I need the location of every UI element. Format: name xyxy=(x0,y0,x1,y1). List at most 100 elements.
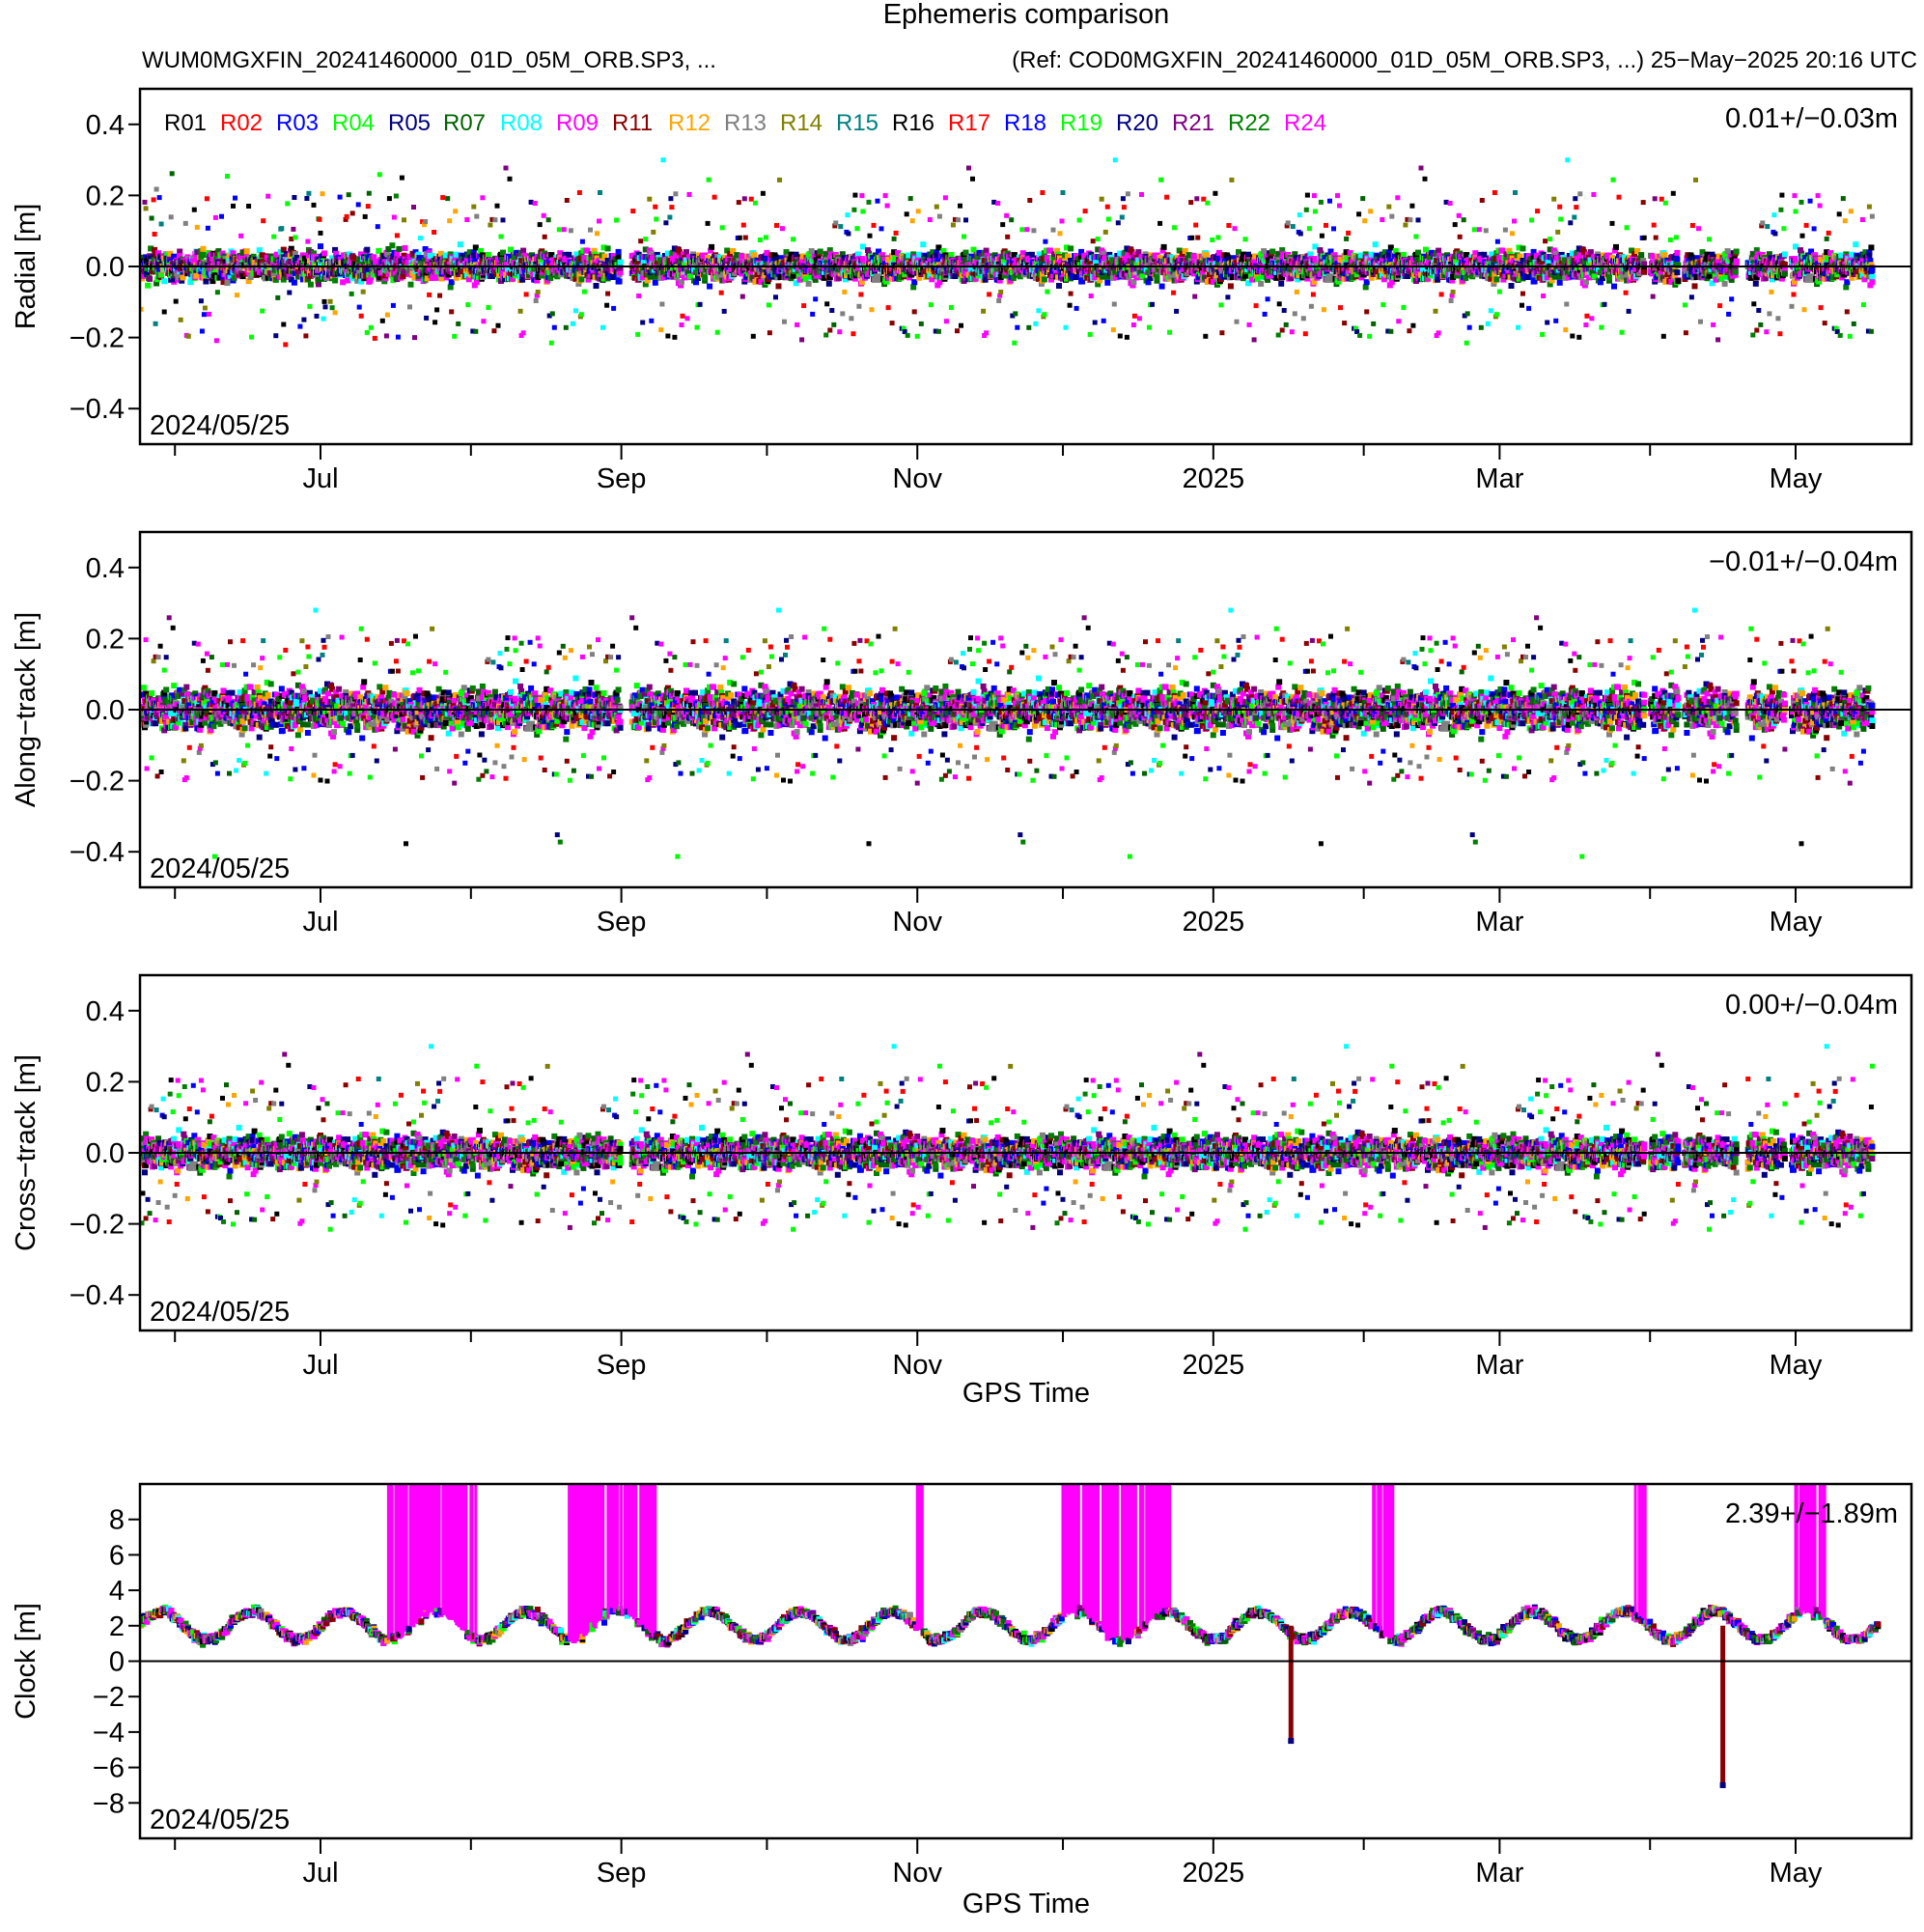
data-point xyxy=(1026,324,1032,330)
data-point xyxy=(1097,277,1103,284)
data-point xyxy=(547,275,554,281)
data-point xyxy=(1082,209,1088,214)
data-point xyxy=(393,260,400,266)
data-point xyxy=(457,241,463,248)
data-point xyxy=(859,270,866,277)
data-point xyxy=(376,247,382,254)
data-point xyxy=(225,174,230,179)
data-point xyxy=(343,216,349,222)
data-point xyxy=(1012,262,1018,268)
data-point xyxy=(805,280,812,287)
data-point xyxy=(235,293,239,298)
data-point xyxy=(1251,337,1257,343)
data-point xyxy=(958,203,962,209)
data-point xyxy=(432,320,438,325)
data-point xyxy=(1017,273,1023,280)
data-point xyxy=(676,249,683,256)
data-point xyxy=(1019,227,1025,233)
data-point xyxy=(617,259,624,266)
data-point xyxy=(526,272,533,279)
data-point xyxy=(563,255,570,262)
data-point xyxy=(173,298,179,304)
data-point xyxy=(423,219,429,224)
data-point xyxy=(902,271,908,278)
data-point xyxy=(289,237,294,241)
data-point xyxy=(705,255,711,261)
data-point xyxy=(757,238,763,242)
data-point xyxy=(389,242,396,249)
data-point xyxy=(193,272,200,279)
data-point xyxy=(575,280,582,287)
data-point xyxy=(1204,278,1211,285)
data-point xyxy=(1219,330,1225,336)
data-point xyxy=(452,333,458,339)
data-point xyxy=(653,204,658,210)
data-point xyxy=(611,305,617,311)
data-point xyxy=(396,245,403,252)
data-point xyxy=(1112,157,1118,163)
data-point xyxy=(442,252,449,259)
data-point xyxy=(395,334,401,340)
data-point xyxy=(1143,266,1150,272)
data-point xyxy=(314,313,320,319)
data-point xyxy=(1160,243,1167,250)
data-point xyxy=(1024,260,1031,266)
data-point xyxy=(851,275,858,282)
data-point xyxy=(962,234,966,239)
data-point xyxy=(167,256,174,263)
data-point xyxy=(858,292,864,297)
data-point xyxy=(790,272,796,279)
data-point xyxy=(320,191,325,197)
data-point xyxy=(158,221,164,227)
data-point xyxy=(849,316,854,322)
data-point xyxy=(426,249,432,256)
data-point xyxy=(714,329,720,335)
data-point xyxy=(486,305,491,310)
data-point xyxy=(591,247,598,254)
data-point xyxy=(453,251,460,258)
data-point xyxy=(376,172,382,178)
data-point xyxy=(1074,305,1079,311)
data-point xyxy=(440,195,446,201)
data-point xyxy=(708,247,714,254)
data-point xyxy=(230,250,237,257)
data-point xyxy=(171,276,178,283)
data-point xyxy=(1258,280,1265,287)
data-point xyxy=(778,255,785,262)
data-point xyxy=(634,258,641,265)
data-point xyxy=(1248,273,1254,280)
data-point xyxy=(996,298,1002,303)
data-point xyxy=(566,251,572,258)
data-point xyxy=(764,249,770,256)
data-point xyxy=(680,313,685,319)
data-point xyxy=(561,227,567,233)
data-point xyxy=(250,270,257,277)
data-point xyxy=(860,209,866,214)
data-point xyxy=(385,270,392,277)
data-point xyxy=(546,313,552,319)
data-point xyxy=(224,280,231,287)
data-point xyxy=(1119,214,1125,220)
data-point xyxy=(245,278,252,285)
data-point xyxy=(1236,249,1241,256)
data-point xyxy=(206,311,211,317)
data-point xyxy=(156,195,162,201)
data-point xyxy=(1246,322,1252,327)
data-point xyxy=(978,253,985,259)
data-point xyxy=(654,261,660,266)
data-point xyxy=(305,253,312,259)
data-point xyxy=(610,253,617,260)
data-point xyxy=(1215,256,1222,263)
data-point xyxy=(318,262,323,268)
data-point xyxy=(748,196,754,202)
data-point xyxy=(598,190,602,195)
data-point xyxy=(1073,274,1079,280)
data-point xyxy=(1154,252,1160,259)
data-point xyxy=(826,247,833,254)
data-point xyxy=(415,273,422,280)
data-point xyxy=(1087,331,1093,337)
data-point xyxy=(970,176,975,182)
data-point xyxy=(1092,274,1099,281)
data-point xyxy=(983,247,990,254)
data-point xyxy=(934,258,941,265)
